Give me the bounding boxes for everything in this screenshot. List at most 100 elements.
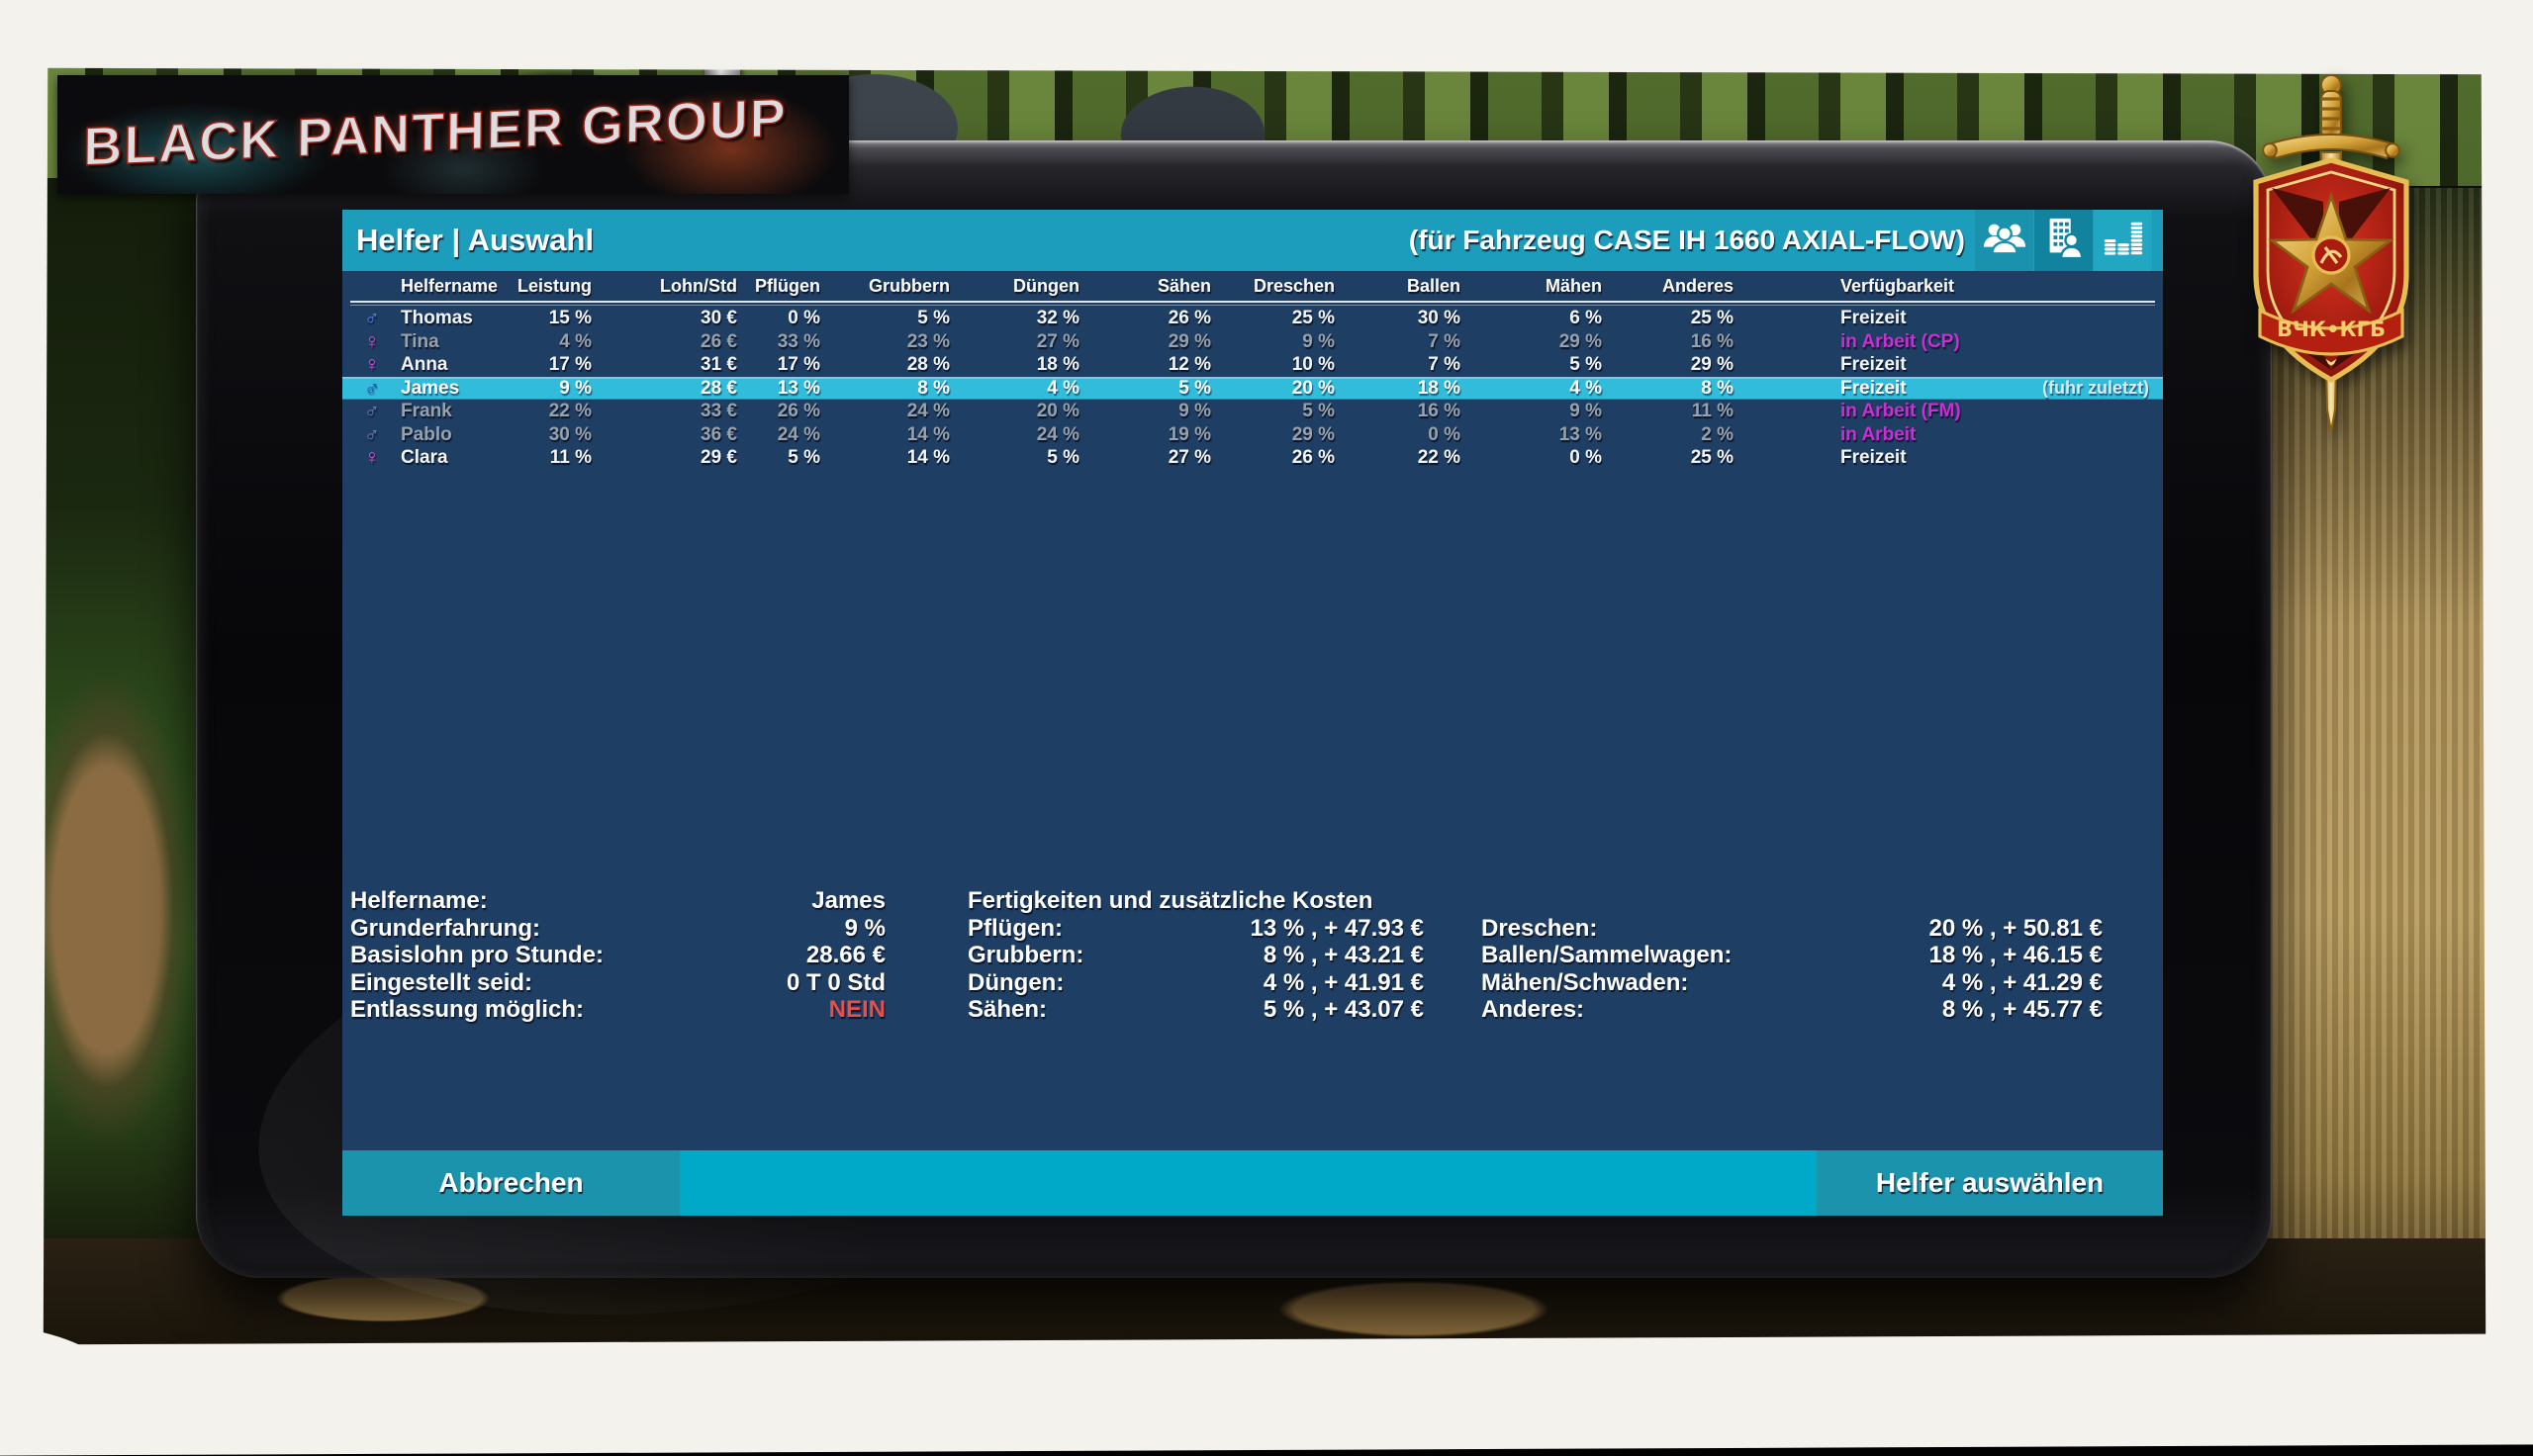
cell-duengen: 4 % <box>1047 377 1079 399</box>
last-driven-note: (fuhr zuletzt) <box>2042 377 2149 398</box>
cell-maehen: 5 % <box>1569 354 1602 375</box>
cell-dreschen: 26 % <box>1291 447 1335 468</box>
detail-value: 20 % , + 50.81 € <box>1928 914 2103 942</box>
cell-grubbern: 28 % <box>906 354 950 375</box>
detail-value: James <box>811 887 886 914</box>
helper-row-frank[interactable]: ♂ Frank 22 % 33 € 26 % 24 % 20 % 9 % 5 % 16 % 9 % 1… <box>342 400 2163 423</box>
helper-row-tina[interactable]: ♀ Tina 4 % 26 € 33 % 23 % 27 % 29 % 9 % 7 % 29 % 16… <box>342 330 2163 354</box>
paper-frame-top <box>0 0 2533 75</box>
detail-label: Grunderfahrung: <box>350 914 540 942</box>
detail-value: 0 T 0 Std <box>786 968 886 996</box>
helper-row-thomas[interactable]: ♂ Thomas 15 % 30 € 0 % 5 % 32 % 26 % 25 % 30 % 6 %… <box>342 307 2163 330</box>
detail-row: Düngen: 4 % , + 41.91 € <box>968 969 1424 997</box>
detail-row: Dreschen: 20 % , + 50.81 € <box>1481 915 2103 943</box>
helper-name: Frank <box>401 401 452 421</box>
detail-label: Dreschen: <box>1481 914 1598 942</box>
cell-maehen: 13 % <box>1558 423 1602 445</box>
cell-dreschen: 20 % <box>1291 377 1335 399</box>
details-left-block: Helfername: James Grunderfahrung: 9 % Basisl… <box>350 887 886 1024</box>
detail-row: Sähen: 5 % , + 43.07 € <box>968 996 1424 1024</box>
detail-row: Grubbern: 8 % , + 43.21 € <box>968 942 1424 969</box>
cell-grubbern: 14 % <box>906 423 950 445</box>
cell-ballen: 22 % <box>1417 447 1460 468</box>
skills-list-left: Pflügen: 13 % , + 47.93 € Grubbern: 8 % , +… <box>968 915 1424 1024</box>
detail-value: 8 % , + 45.77 € <box>1941 996 2103 1023</box>
helpers-icon <box>1982 216 2027 266</box>
availability-status: in Arbeit <box>1840 423 1917 445</box>
cancel-button[interactable]: Abbrechen <box>342 1150 680 1216</box>
confirm-helper-button[interactable]: Helfer auswählen <box>1817 1150 2163 1216</box>
company-icon <box>2041 216 2087 266</box>
cell-dreschen: 10 % <box>1291 354 1335 375</box>
cell-duengen: 20 % <box>1036 401 1079 421</box>
male-icon: ♂ <box>364 422 380 446</box>
availability-status: in Arbeit (CP) <box>1840 330 1960 352</box>
cell-duengen: 27 % <box>1036 330 1079 352</box>
helper-row-james[interactable]: ♂ James 9 % 28 € 13 % 8 % 4 % 5 % 20 % 18 % 4 % 8 %… <box>342 376 2163 400</box>
column-header: Sähen <box>1157 276 1211 296</box>
detail-value: 5 % , + 43.07 € <box>1263 996 1424 1023</box>
helper-row-pablo[interactable]: ♂ Pablo 30 % 36 € 24 % 14 % 24 % 19 % 29 % 0 % 13 … <box>342 423 2163 447</box>
detail-value: 8 % , + 43.21 € <box>1263 942 1424 968</box>
finances-icon <box>2101 216 2146 266</box>
detail-label: Sähen: <box>968 996 1048 1023</box>
availability-status: Freizeit <box>1840 377 1907 399</box>
column-header: Dreschen <box>1253 276 1335 296</box>
cell-saehen: 26 % <box>1168 308 1211 328</box>
helper-name: James <box>401 377 460 399</box>
vehicle-context-label: (für Fahrzeug CASE IH 1660 AXIAL-FLOW) <box>1408 225 1965 255</box>
detail-label: Pflügen: <box>968 914 1063 942</box>
cell-dreschen: 25 % <box>1291 308 1335 328</box>
cell-duengen: 18 % <box>1036 354 1079 375</box>
cell-maehen: 6 % <box>1569 308 1602 328</box>
helper-row-clara[interactable]: ♀ Clara 11 % 29 € 5 % 14 % 5 % 27 % 26 % 22 % 0 % 2… <box>342 446 2163 470</box>
detail-label: Eingestellt seid: <box>350 968 533 996</box>
detail-label: Ballen/Sammelwagen: <box>1481 942 1733 968</box>
cell-saehen: 29 % <box>1168 330 1211 352</box>
cell-maehen: 9 % <box>1569 401 1602 421</box>
details-skills-block: Fertigkeiten und zusätzliche Kosten Pflü… <box>968 887 1424 1024</box>
dialog-footer: Abbrechen Helfer auswählen <box>342 1150 2163 1216</box>
cell-pfluegen: 26 % <box>777 401 820 421</box>
detail-row: Anderes: 8 % , + 45.77 € <box>1481 996 2103 1024</box>
frame-edge-blob <box>693 1341 1108 1381</box>
helper-name: Tina <box>401 330 439 352</box>
detail-row: Ballen/Sammelwagen: 18 % , + 46.15 € <box>1481 942 2103 969</box>
tab-helpers[interactable] <box>1975 210 2033 271</box>
detail-row: Grunderfahrung: 9 % <box>350 915 886 943</box>
tab-finances[interactable] <box>2094 210 2152 271</box>
detail-row: Entlassung möglich: NEIN <box>350 996 886 1024</box>
column-header: Anderes <box>1661 276 1734 296</box>
table-header-row: Helfername Leistung Lohn/Std Pflügen Grubber… <box>342 271 2163 301</box>
cell-leistung: 11 % <box>549 447 592 468</box>
detail-label: Basislohn pro Stunde: <box>350 942 605 968</box>
helper-name: Clara <box>401 447 448 468</box>
cell-saehen: 12 % <box>1168 354 1211 375</box>
logo-glow <box>354 115 572 194</box>
detail-value: 18 % , + 46.15 € <box>1928 942 2103 968</box>
cell-anderes: 11 % <box>1691 401 1734 421</box>
cell-lohn: 29 € <box>701 447 737 468</box>
helper-name: Pablo <box>401 423 452 445</box>
detail-value: 13 % , + 47.93 € <box>1250 914 1424 942</box>
cell-maehen: 29 % <box>1558 330 1602 352</box>
column-header: Helfername <box>401 276 499 296</box>
cell-maehen: 0 % <box>1569 447 1602 468</box>
detail-row: Eingestellt seid: 0 T 0 Std <box>350 969 886 997</box>
helper-name: Thomas <box>401 308 473 328</box>
detail-row: Basislohn pro Stunde: 28.66 € <box>350 942 886 969</box>
cell-leistung: 9 % <box>559 377 592 399</box>
male-icon: ♂ <box>364 307 380 329</box>
male-icon: ♂ <box>364 376 380 400</box>
dialog-titlebar: Helfer | Auswahl (für Fahrzeug CASE IH 1… <box>342 210 2163 271</box>
helper-row-anna[interactable]: ♀ Anna 17 % 31 € 17 % 28 % 18 % 12 % 10 % 7 % 5 % 2… <box>342 353 2163 377</box>
cell-leistung: 15 % <box>548 308 592 328</box>
cell-dreschen: 29 % <box>1291 423 1335 445</box>
detail-value: NEIN <box>828 996 886 1023</box>
cell-leistung: 17 % <box>548 354 592 375</box>
tab-company[interactable] <box>2034 210 2093 271</box>
availability-status: Freizeit <box>1840 447 1907 468</box>
column-header: Pflügen <box>755 276 820 296</box>
page-title: Helfer | Auswahl <box>356 223 595 257</box>
